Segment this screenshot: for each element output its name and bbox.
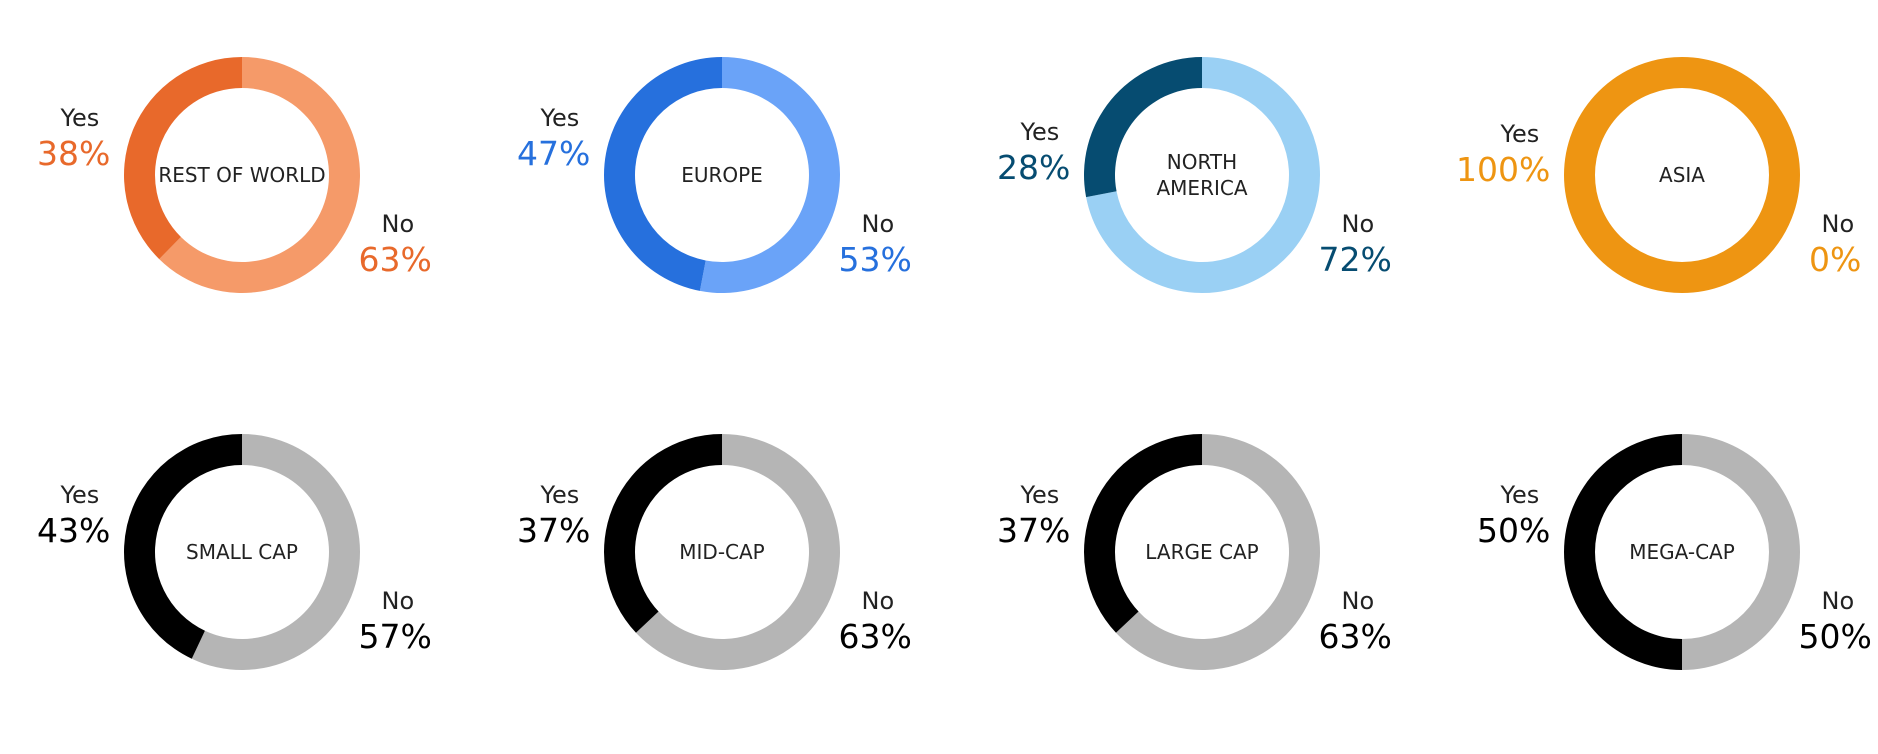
donut-chart: Yes 37% No 63% MID-CAP	[480, 417, 960, 747]
slice-no	[191, 434, 360, 670]
donut-chart: Yes 100% No 0% ASIA	[1440, 40, 1878, 370]
yes-value-label: 100%	[1456, 150, 1551, 189]
slice-yes	[1084, 57, 1202, 198]
slice-yes	[1084, 434, 1202, 633]
slice-yes	[123, 57, 242, 260]
donut-svg	[1084, 57, 1320, 293]
slice-yes	[124, 434, 242, 659]
no-label: No	[381, 587, 415, 615]
yes-label: Yes	[540, 104, 580, 132]
chart-title: MID-CAP	[679, 540, 765, 564]
slice-no	[1115, 434, 1320, 670]
no-value-label: 63%	[358, 240, 432, 279]
donut-svg	[124, 434, 360, 670]
no-value-label: 72%	[1318, 240, 1392, 279]
chart-title: REST OF WORLD	[158, 163, 326, 187]
yes-label: Yes	[1500, 481, 1540, 509]
chart-title: ASIA	[1659, 163, 1705, 187]
donut-svg	[1084, 434, 1320, 670]
donut-chart: Yes 28% No 72% NORTH AMERICA	[960, 40, 1440, 370]
chart-title: EUROPE	[681, 163, 763, 187]
donut-svg	[603, 57, 840, 293]
yes-label: Yes	[1020, 118, 1060, 146]
no-value-label: 63%	[1318, 617, 1392, 656]
yes-value-label: 43%	[37, 511, 111, 550]
donut-svg	[123, 57, 360, 293]
no-value-label: 0%	[1809, 240, 1862, 279]
no-label: No	[861, 210, 895, 238]
chart-title: LARGE CAP	[1145, 540, 1259, 564]
donut-svg	[1564, 57, 1800, 293]
no-label: No	[861, 587, 895, 615]
donut-chart: Yes 37% No 63% LARGE CAP	[960, 417, 1440, 747]
yes-label: Yes	[540, 481, 580, 509]
yes-label: Yes	[1500, 120, 1540, 148]
yes-label: Yes	[1020, 481, 1060, 509]
chart-title: SMALL CAP	[186, 540, 298, 564]
chart-title: MEGA-CAP	[1629, 540, 1735, 564]
yes-value-label: 38%	[37, 134, 111, 173]
slice-yes	[1564, 57, 1800, 293]
donut-svg	[1564, 434, 1800, 670]
no-label: No	[1341, 210, 1375, 238]
donut-chart: Yes 43% No 57% SMALL CAP	[0, 417, 480, 747]
no-value-label: 63%	[838, 617, 912, 656]
yes-value-label: 28%	[997, 148, 1071, 187]
yes-label: Yes	[60, 481, 100, 509]
yes-value-label: 37%	[517, 511, 591, 550]
chart-title: NORTH AMERICA	[1156, 150, 1248, 200]
no-label: No	[1341, 587, 1375, 615]
slice-no	[635, 434, 840, 670]
donut-svg	[604, 434, 840, 670]
no-value-label: 57%	[358, 617, 432, 656]
slice-yes	[604, 434, 722, 633]
no-label: No	[1821, 587, 1855, 615]
yes-label: Yes	[60, 104, 100, 132]
no-value-label: 53%	[838, 240, 912, 279]
donut-chart: Yes 50% No 50% MEGA-CAP	[1440, 417, 1878, 747]
no-value-label: 50%	[1798, 617, 1872, 656]
no-label: No	[1821, 210, 1855, 238]
slice-yes	[603, 57, 722, 291]
yes-value-label: 47%	[517, 134, 591, 173]
donut-chart: Yes 38% No 63% REST OF WORLD	[0, 40, 480, 370]
slice-no	[699, 57, 840, 293]
yes-value-label: 37%	[997, 511, 1071, 550]
no-label: No	[381, 210, 415, 238]
slice-no	[159, 57, 360, 293]
yes-value-label: 50%	[1477, 511, 1551, 550]
donut-chart: Yes 47% No 53% EUROPE	[480, 40, 960, 370]
slice-yes	[1564, 434, 1682, 670]
slice-no	[1682, 434, 1800, 670]
